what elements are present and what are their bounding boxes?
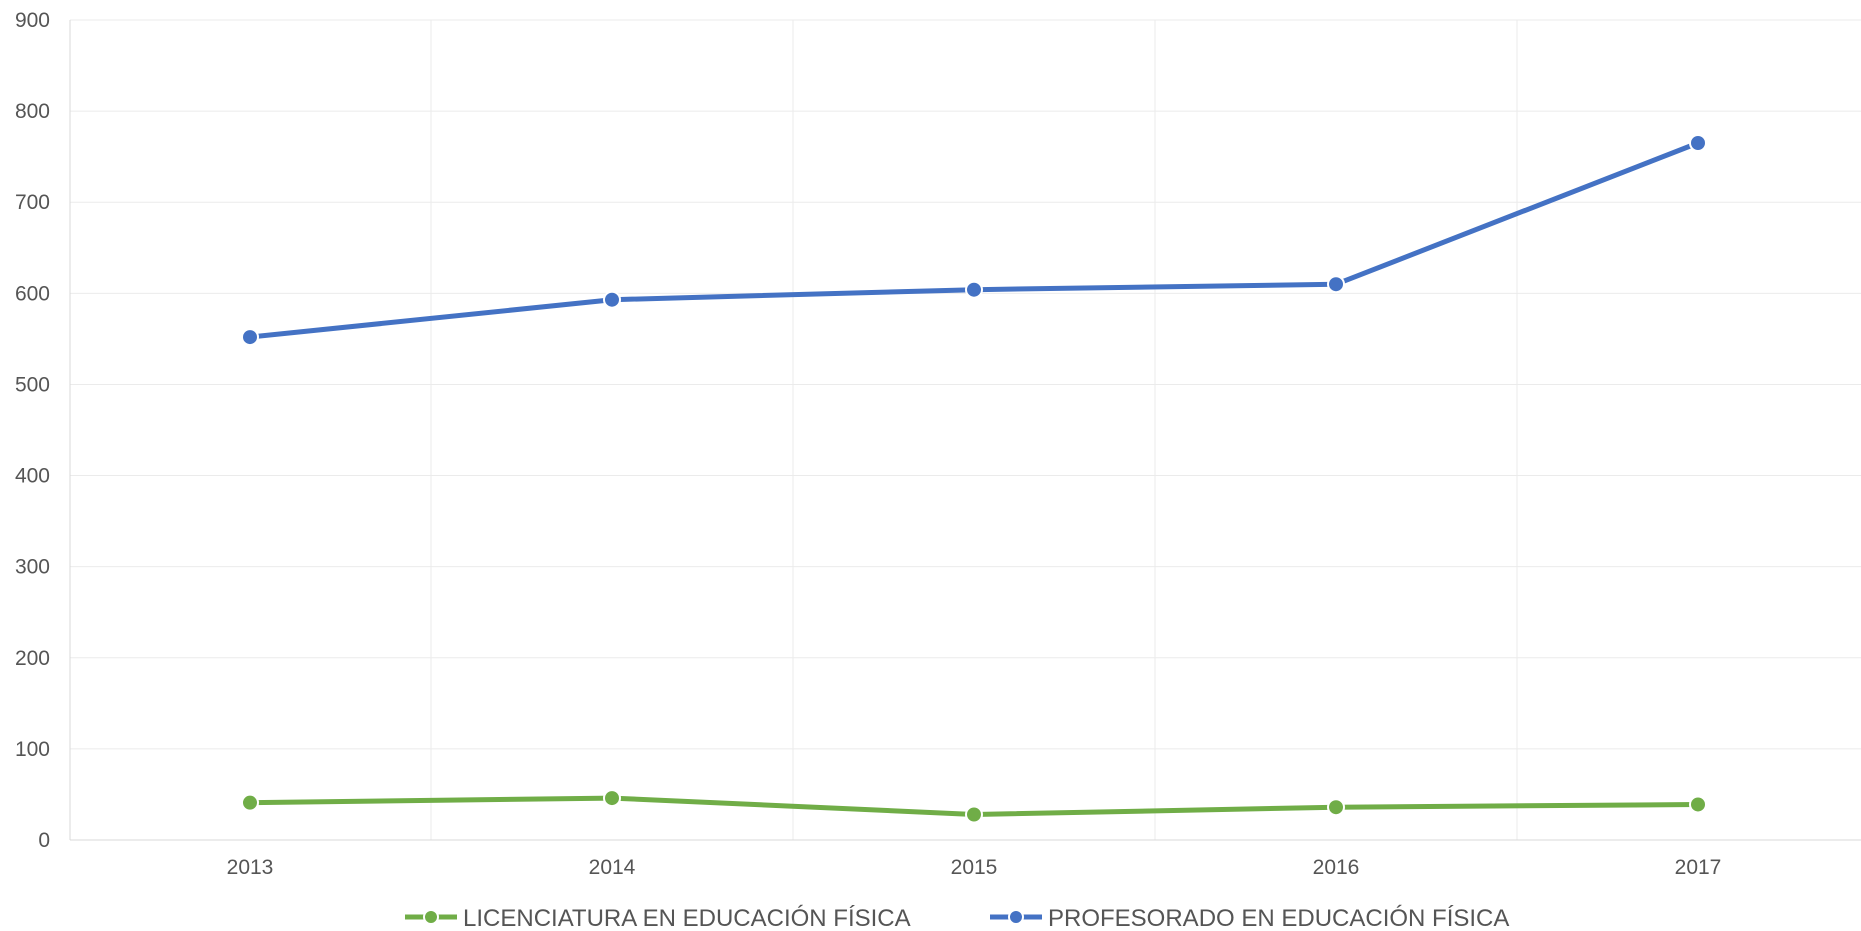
y-tick-label: 200 [15, 647, 50, 670]
x-tick-label: 2017 [1675, 856, 1722, 879]
series-line [247, 140, 1701, 340]
x-tick-label: 2016 [1313, 856, 1360, 879]
y-tick-label: 700 [15, 191, 50, 214]
y-tick-label: 300 [15, 556, 50, 579]
data-point[interactable] [241, 793, 259, 812]
x-tick-label: 2014 [589, 856, 636, 879]
y-tick-label: 800 [15, 100, 50, 123]
data-point[interactable] [965, 805, 983, 824]
y-tick-label: 500 [15, 373, 50, 396]
legend-label: PROFESORADO EN EDUCACIÓN FÍSICA [1048, 905, 1509, 931]
y-tick-label: 100 [15, 738, 50, 761]
data-point[interactable] [1689, 134, 1707, 152]
data-point[interactable] [1327, 275, 1345, 294]
y-tick-label: 600 [15, 282, 50, 305]
x-tick-label: 2013 [227, 856, 274, 879]
x-axis-ticks: 2013 2014 2015 2016 2017 [227, 856, 1722, 879]
legend-item-1[interactable]: PROFESORADO EN EDUCACIÓN FÍSICA [990, 905, 1509, 931]
data-point[interactable] [965, 280, 983, 299]
data-point[interactable] [1327, 798, 1345, 817]
legend-swatch-marker [423, 909, 439, 925]
axes [69, 20, 1861, 841]
y-tick-label: 0 [38, 829, 50, 852]
series-0 [241, 789, 1707, 824]
data-point[interactable] [603, 290, 621, 309]
data-point[interactable] [603, 789, 621, 808]
grid [70, 19, 1861, 840]
x-tick-label: 2015 [951, 856, 998, 879]
data-point[interactable] [1689, 795, 1707, 814]
y-axis-ticks: 0 100 200 300 400 500 600 700 800 900 [15, 9, 50, 852]
legend-swatch-marker [1008, 909, 1024, 925]
legend-label: LICENCIATURA EN EDUCACIÓN FÍSICA [463, 905, 911, 931]
y-tick-label: 900 [15, 9, 50, 32]
series [241, 134, 1707, 824]
data-point[interactable] [241, 328, 259, 347]
series-1 [241, 134, 1707, 347]
legend-item-0[interactable]: LICENCIATURA EN EDUCACIÓN FÍSICA [405, 905, 911, 931]
legend: LICENCIATURA EN EDUCACIÓN FÍSICA PROFESOR… [405, 905, 1509, 931]
y-tick-label: 400 [15, 465, 50, 488]
